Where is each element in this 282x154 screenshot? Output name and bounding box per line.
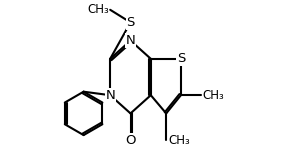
Text: CH₃: CH₃ [168, 134, 190, 146]
Text: N: N [125, 34, 135, 47]
Text: S: S [126, 16, 135, 29]
Text: S: S [177, 52, 185, 65]
Text: CH₃: CH₃ [87, 3, 109, 16]
Text: CH₃: CH₃ [202, 89, 224, 102]
Text: N: N [105, 89, 115, 102]
Text: O: O [125, 134, 136, 146]
